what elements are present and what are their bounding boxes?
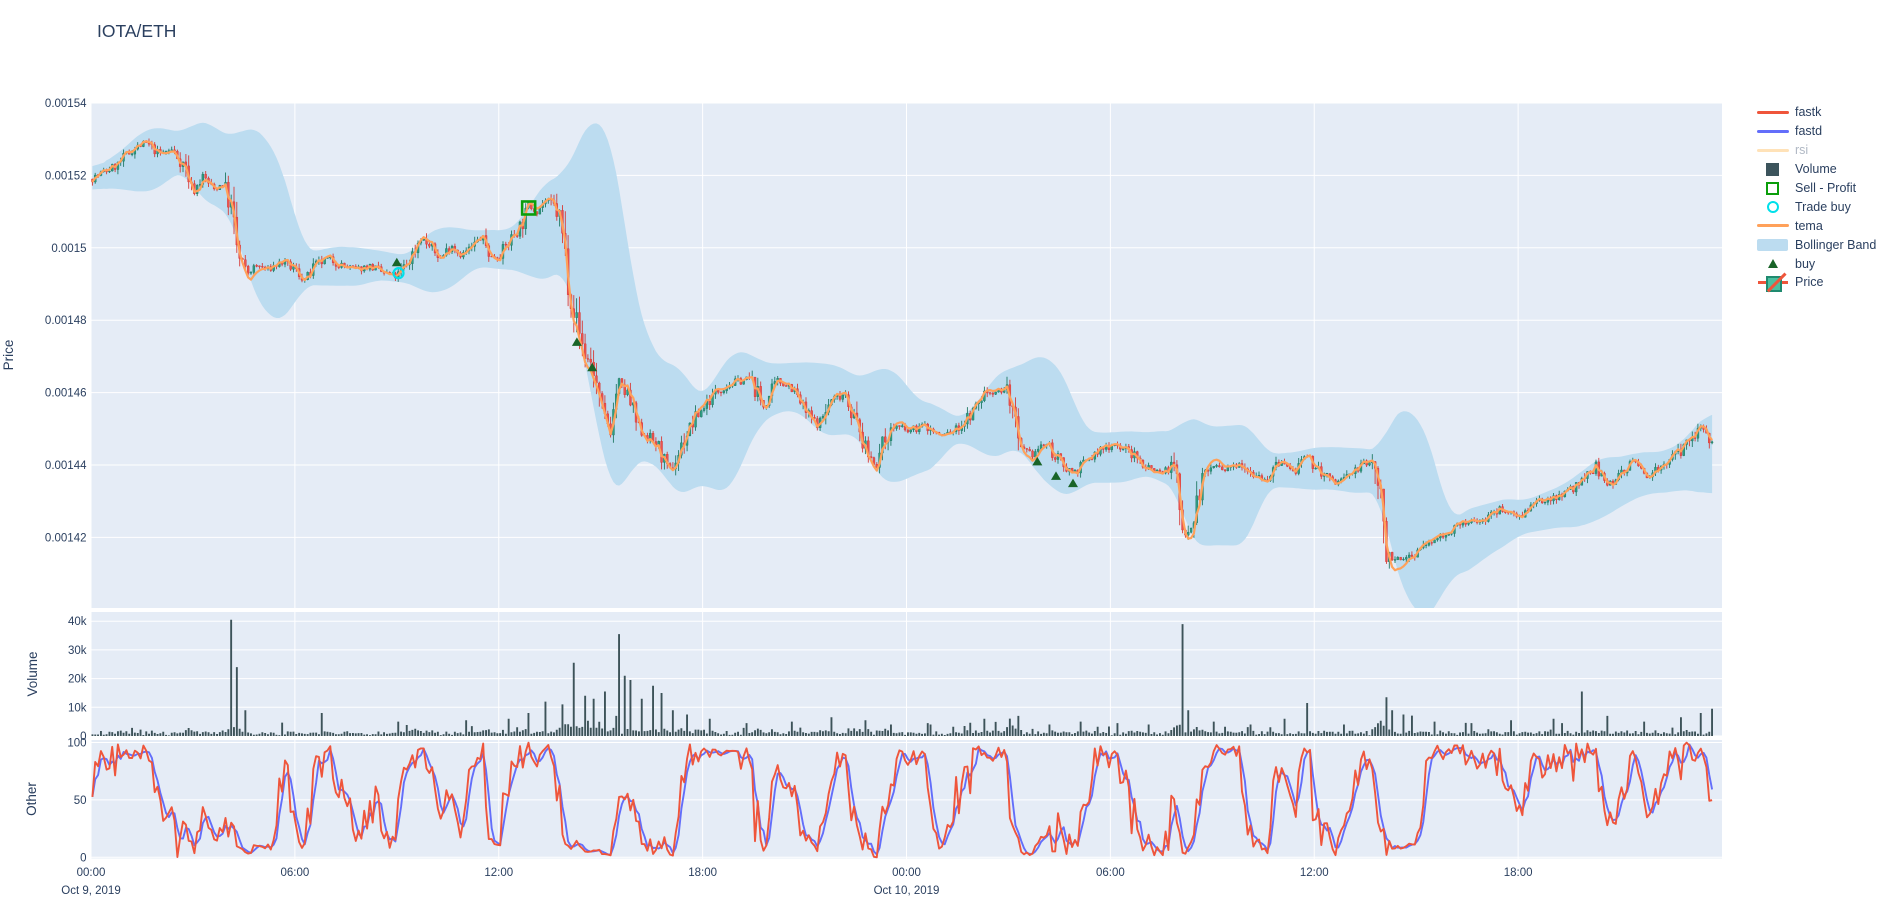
legend-item-label: buy (1795, 256, 1816, 271)
square-open-glyph (1766, 181, 1779, 195)
square-filled-legend-icon (1756, 162, 1789, 176)
price-panel (91, 122, 1714, 608)
price-axis-title: Price (1, 340, 16, 371)
buy-marker (1032, 456, 1043, 466)
other-panel (91, 741, 1714, 859)
x-tick-label: 06:00 (280, 867, 309, 879)
volume-tick-label: 30k (68, 645, 87, 657)
legend-item-volume[interactable]: Volume (1756, 160, 1876, 179)
legend-item-fastd[interactable]: fastd (1756, 122, 1876, 141)
volume-axis-title: Volume (25, 651, 40, 696)
legend-item-label: Trade buy (1795, 199, 1851, 214)
price-tick-label: 0.00146 (45, 388, 87, 400)
legend-item-sell-profit[interactable]: Sell - Profit (1756, 179, 1876, 198)
x-tick-label: 18:00 (688, 867, 717, 879)
price-tick-label: 0.00154 (45, 98, 87, 110)
x-tick-label: 12:00 (1300, 867, 1329, 879)
volume-tick-label: 0 (80, 731, 86, 743)
price-tick-label: 0.00152 (45, 170, 87, 182)
square-filled-glyph (1766, 162, 1779, 176)
legend-item-rsi[interactable]: rsi (1756, 141, 1876, 160)
fastk-line (91, 741, 1713, 859)
other-tick-label: 100 (67, 738, 86, 750)
trade-buy-marker (392, 267, 405, 280)
x-date-label: Oct 10, 2019 (874, 885, 940, 897)
price-tick-label: 0.00144 (45, 460, 87, 472)
legend-item-label: Volume (1795, 162, 1837, 177)
candlestick-glyph (1757, 272, 1788, 293)
legend-item-label: tema (1795, 218, 1823, 233)
other-tick-label: 0 (80, 852, 86, 864)
buy-marker (571, 337, 582, 346)
square-open-legend-icon (1756, 181, 1789, 195)
x-tick-label: 06:00 (1096, 867, 1125, 879)
legend-item-label: Bollinger Band (1795, 237, 1877, 252)
chart-title: IOTA/ETH (97, 21, 177, 41)
legend-item-fastk[interactable]: fastk (1756, 103, 1876, 122)
line-legend-icon (1756, 224, 1789, 228)
legend-item-label: fastk (1795, 105, 1822, 120)
price-tick-label: 0.0015 (51, 243, 86, 255)
circle-open-glyph (1766, 200, 1779, 213)
legend-item-label: rsi (1795, 143, 1809, 158)
price-tick-label: 0.00148 (45, 315, 87, 327)
other-axis-title: Other (24, 782, 39, 816)
legend-item-label: fastd (1795, 124, 1823, 139)
x-tick-label: 18:00 (1504, 867, 1533, 879)
bollinger-band (92, 122, 1713, 608)
legend-item-bollinger-band[interactable]: Bollinger Band (1756, 235, 1876, 254)
x-tick-label: 12:00 (484, 867, 513, 879)
line-glyph (1756, 129, 1789, 133)
buy-marker (391, 257, 402, 267)
buy-marker (1067, 478, 1078, 488)
line-glyph (1756, 224, 1789, 228)
volume-bars (91, 619, 1713, 736)
candlestick-legend-icon (1756, 272, 1789, 293)
volume-tick-label: 10k (68, 702, 87, 714)
buy-marker (587, 362, 598, 372)
legend: fastk fastd rsi Volume Sell - Profit Trade bu… (1756, 103, 1876, 293)
volume-tick-label: 40k (68, 616, 87, 628)
x-tick-label: 00:00 (77, 867, 106, 879)
band-legend-icon (1756, 238, 1789, 251)
line-legend-icon (1756, 110, 1789, 114)
circle-open-legend-icon (1756, 200, 1789, 213)
volume-panel (91, 619, 1713, 736)
buy-marker (1051, 471, 1062, 480)
line-legend-icon (1756, 148, 1789, 152)
legend-item-trade-buy[interactable]: Trade buy (1756, 197, 1876, 216)
line-glyph (1756, 148, 1789, 152)
price-tick-label: 0.00142 (45, 532, 87, 544)
line-legend-icon (1756, 129, 1789, 133)
legend-item-buy[interactable]: buy (1756, 254, 1876, 273)
line-glyph (1756, 110, 1789, 114)
volume-tick-label: 20k (68, 674, 87, 686)
legend-item-label: Price (1795, 275, 1824, 290)
legend-item-tema[interactable]: tema (1756, 216, 1876, 235)
triangle-legend-icon (1756, 259, 1789, 269)
x-date-label: Oct 9, 2019 (61, 885, 120, 897)
tema-line (91, 140, 1713, 572)
band-glyph (1757, 238, 1788, 251)
legend-item-price[interactable]: Price (1756, 272, 1876, 293)
triangle-glyph (1767, 259, 1778, 269)
sell-profit-marker (520, 200, 537, 216)
other-tick-label: 50 (74, 795, 87, 807)
x-tick-label: 00:00 (892, 867, 921, 879)
legend-item-label: Sell - Profit (1795, 181, 1857, 195)
